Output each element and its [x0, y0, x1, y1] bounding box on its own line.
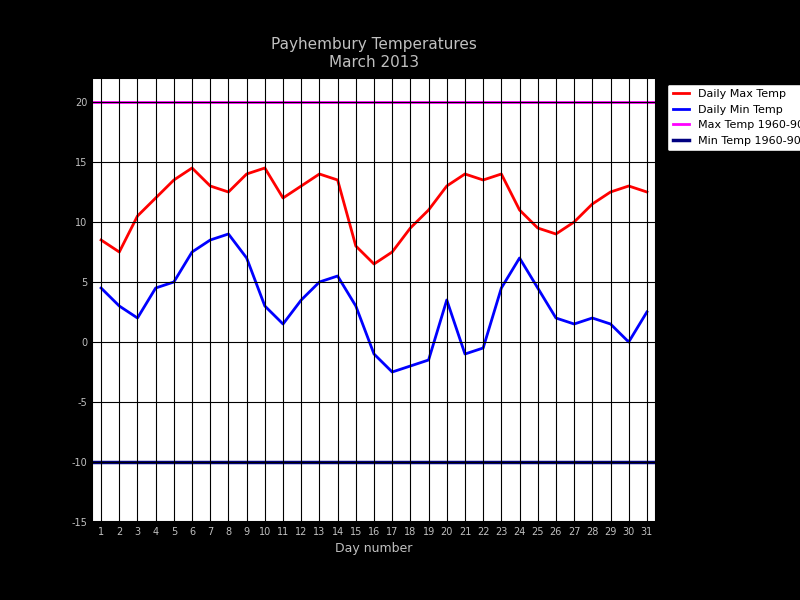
Legend: Daily Max Temp, Daily Min Temp, Max Temp 1960-90, Min Temp 1960-90: Daily Max Temp, Daily Min Temp, Max Temp… [667, 83, 800, 151]
X-axis label: Day number: Day number [335, 542, 413, 556]
Title: Payhembury Temperatures
March 2013: Payhembury Temperatures March 2013 [271, 37, 477, 70]
